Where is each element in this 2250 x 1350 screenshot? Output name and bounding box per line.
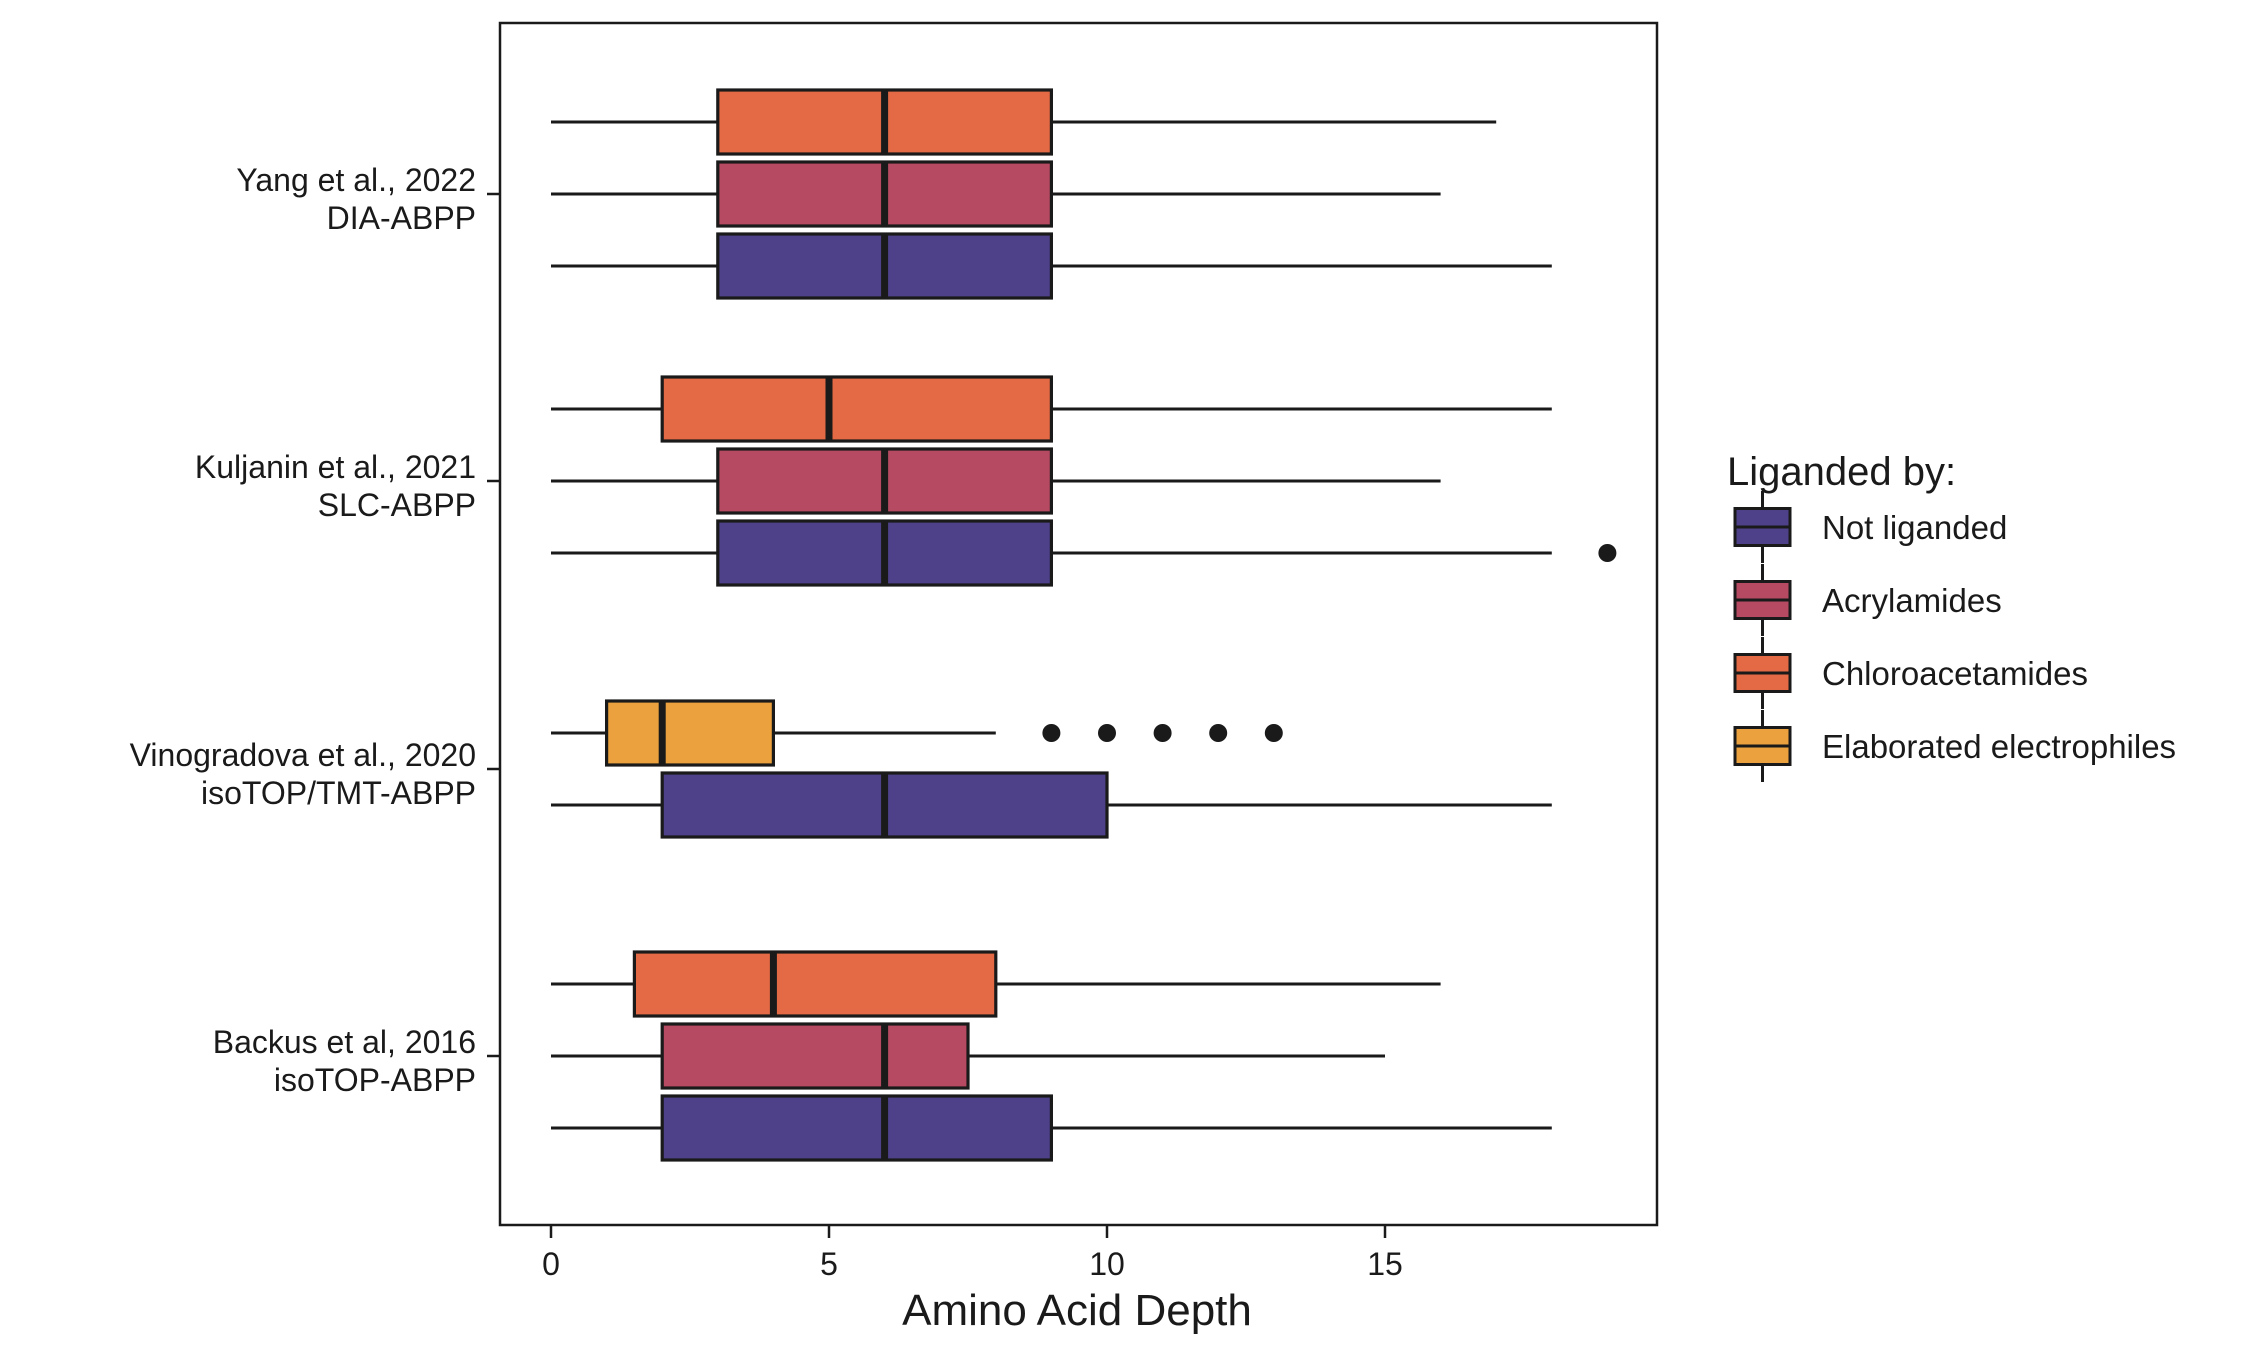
box-iqr xyxy=(660,1022,970,1090)
outlier-point xyxy=(1598,544,1617,562)
box-not-liganded xyxy=(551,519,1617,587)
x-axis-title: Amino Acid Depth xyxy=(902,1286,1252,1335)
box-not-liganded xyxy=(551,1094,1552,1162)
box-chloroacetamides xyxy=(551,950,1441,1018)
category-label-line1: Kuljanin et al., 2021 xyxy=(195,449,476,485)
outlier-point xyxy=(1042,724,1061,742)
category-label-line2: DIA-ABPP xyxy=(327,200,476,236)
outlier-point xyxy=(1209,724,1228,742)
category-label-line1: Backus et al, 2016 xyxy=(213,1024,476,1060)
box-acrylamides xyxy=(551,160,1441,228)
box-not-liganded xyxy=(551,232,1552,300)
legend-label: Chloroacetamides xyxy=(1822,655,2088,692)
box-iqr xyxy=(632,950,998,1018)
legend: Liganded by: Not liganded Acrylamides Chlo… xyxy=(1727,450,2176,782)
legend-item-elaborated-electrophiles: Elaborated electrophiles xyxy=(1733,710,2176,782)
box-acrylamides xyxy=(551,1022,1385,1090)
x-tick-label: 10 xyxy=(1089,1246,1125,1282)
box-chloroacetamides xyxy=(551,375,1552,443)
legend-label: Acrylamides xyxy=(1822,582,2002,619)
x-tick-label: 0 xyxy=(542,1246,560,1282)
x-axis: 0 5 10 15 xyxy=(542,1225,1403,1282)
box-chloroacetamides xyxy=(551,88,1497,156)
box-iqr xyxy=(660,1094,1054,1162)
plot-panel-border xyxy=(498,21,1659,1227)
box-iqr xyxy=(660,375,1054,443)
box-iqr xyxy=(604,699,775,767)
box-elaborated-electrophiles xyxy=(551,699,1283,767)
legend-label: Elaborated electrophiles xyxy=(1822,728,2176,765)
box-not-liganded xyxy=(551,771,1552,839)
legend-item-not-liganded: Not liganded xyxy=(1733,491,2007,563)
legend-label: Not liganded xyxy=(1822,509,2007,546)
legend-item-chloroacetamides: Chloroacetamides xyxy=(1733,637,2088,709)
boxes-layer xyxy=(551,88,1617,1162)
legend-title: Liganded by: xyxy=(1727,450,1956,494)
category-label-line2: isoTOP/TMT-ABPP xyxy=(201,775,476,811)
legend-item-acrylamides: Acrylamides xyxy=(1733,564,2002,636)
outlier-point xyxy=(1098,724,1116,742)
box-acrylamides xyxy=(551,447,1441,515)
category-label-line1: Vinogradova et al., 2020 xyxy=(130,737,476,773)
outlier-point xyxy=(1153,724,1172,742)
outlier-point xyxy=(1264,724,1283,742)
x-tick-label: 15 xyxy=(1367,1246,1403,1282)
category-label-line2: isoTOP-ABPP xyxy=(274,1062,476,1098)
x-tick-label: 5 xyxy=(820,1246,838,1282)
category-label-line1: Yang et al., 2022 xyxy=(236,162,476,198)
category-label-line2: SLC-ABPP xyxy=(318,487,476,523)
